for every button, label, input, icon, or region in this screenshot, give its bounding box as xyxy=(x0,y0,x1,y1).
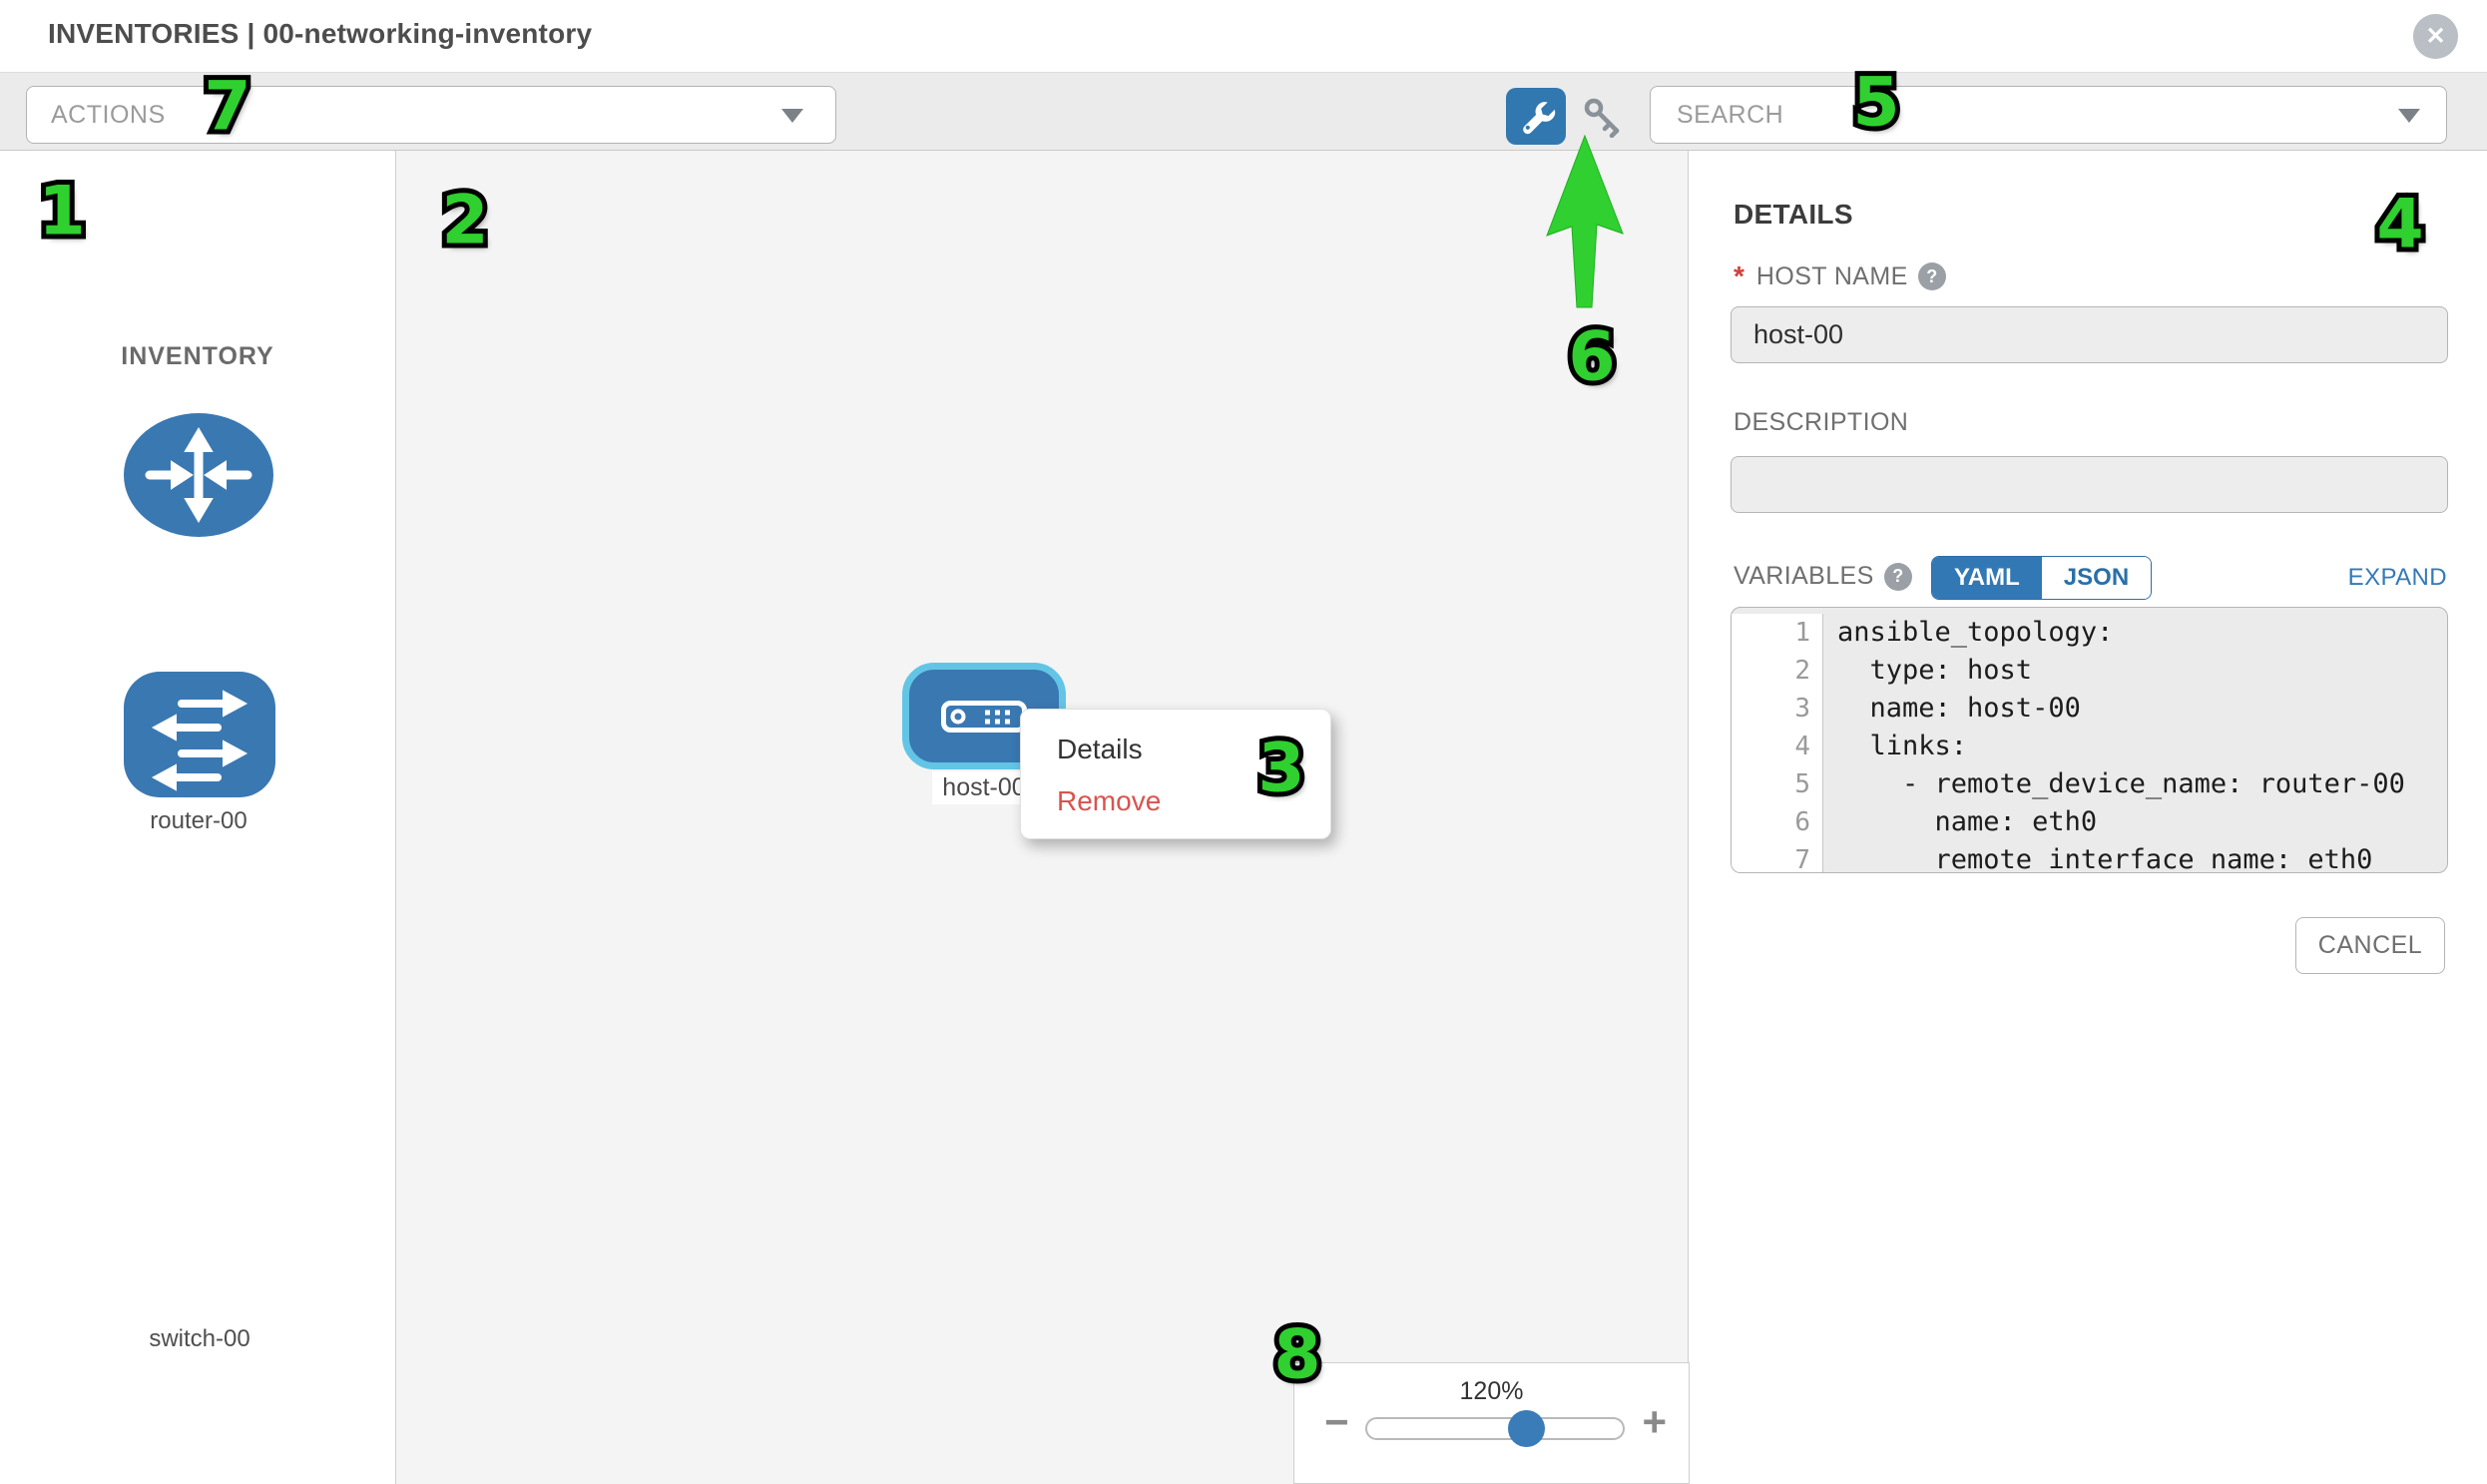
actions-dropdown[interactable]: ACTIONS xyxy=(26,86,836,144)
line-text: ansible_topology: xyxy=(1837,617,2114,648)
toggle-option-yaml[interactable]: YAML xyxy=(1932,557,2042,599)
switch-icon xyxy=(124,672,275,797)
zoom-in-button[interactable]: + xyxy=(1642,1398,1667,1445)
line-number: 6 xyxy=(1732,803,1823,841)
host-node-label: host-00 xyxy=(902,771,1066,804)
details-panel-title: DETAILS xyxy=(1734,199,1853,230)
line-text: links: xyxy=(1837,731,1968,761)
code-line: 1 ansible_topology: xyxy=(1732,614,2447,652)
code-line: 5 - remote_device_name: router-00 xyxy=(1732,765,2447,803)
page-title: INVENTORIES | 00-networking-inventory xyxy=(48,18,593,49)
chevron-down-icon xyxy=(781,109,803,123)
palette-item-switch[interactable]: switch-00 xyxy=(124,672,275,1352)
variables-label-row: VARIABLES ? xyxy=(1734,562,1912,591)
search-dropdown-label: SEARCH xyxy=(1677,100,1784,129)
key-credentials-button[interactable] xyxy=(1580,95,1626,139)
zoom-slider[interactable] xyxy=(1365,1410,1625,1447)
expand-link[interactable]: EXPAND xyxy=(2347,564,2447,591)
palette-item-label: switch-00 xyxy=(149,1325,250,1352)
line-number: 3 xyxy=(1732,690,1823,728)
code-line: 2 type: host xyxy=(1732,652,2447,690)
host-name-input[interactable] xyxy=(1731,306,2448,363)
line-text: - remote_device_name: router-00 xyxy=(1837,768,2405,799)
description-input[interactable] xyxy=(1731,456,2448,513)
code-line: 3 name: host-00 xyxy=(1732,690,2447,728)
host-name-label-row: * HOST NAME ? xyxy=(1734,260,1946,292)
description-label: DESCRIPTION xyxy=(1734,408,1909,436)
server-icon xyxy=(941,700,1027,733)
header-bar: INVENTORIES | 00-networking-inventory ✕ xyxy=(0,0,2487,72)
details-panel: DETAILS * HOST NAME ? DESCRIPTION VARIAB… xyxy=(1690,151,2487,1484)
line-text: name: eth0 xyxy=(1837,806,2098,837)
code-line: 4 links: xyxy=(1732,728,2447,765)
line-number: 1 xyxy=(1732,614,1823,652)
help-icon[interactable]: ? xyxy=(1883,562,1912,591)
chevron-down-icon xyxy=(2398,109,2420,123)
line-number: 7 xyxy=(1732,841,1823,872)
inventory-palette-title: INVENTORY xyxy=(121,342,274,370)
toggle-option-json[interactable]: JSON xyxy=(2041,557,2152,599)
line-number: 5 xyxy=(1732,765,1823,803)
zoom-slider-handle[interactable] xyxy=(1507,1410,1545,1447)
line-number: 4 xyxy=(1732,728,1823,765)
variables-format-toggle: YAML JSON xyxy=(1931,556,2153,600)
toolbar: ACTIONS SEARCH xyxy=(0,72,2487,151)
zoom-level-value: 120% xyxy=(1459,1377,1524,1405)
code-line: 7 remote_interface_name: eth0 xyxy=(1732,841,2447,873)
search-dropdown[interactable]: SEARCH xyxy=(1650,86,2447,144)
code-line: 6 name: eth0 xyxy=(1732,803,2447,841)
router-icon xyxy=(124,413,273,537)
variables-label: VARIABLES xyxy=(1734,562,1874,590)
help-icon[interactable]: ? xyxy=(1917,262,1946,290)
actions-dropdown-label: ACTIONS xyxy=(51,100,166,129)
zoom-out-button[interactable]: − xyxy=(1324,1398,1349,1445)
zoom-control-panel: 120% − + xyxy=(1293,1362,1690,1484)
context-menu-item-remove[interactable]: Remove xyxy=(1057,785,1162,816)
configure-tools-button[interactable] xyxy=(1506,88,1566,145)
palette-item-label: router-00 xyxy=(150,807,248,834)
code-rows: 1 ansible_topology: 2 type: host 3 name:… xyxy=(1732,608,2447,873)
host-name-label: HOST NAME xyxy=(1755,261,1908,290)
line-text: type: host xyxy=(1837,655,2033,686)
line-text: remote_interface_name: eth0 xyxy=(1837,844,2373,873)
wrench-icon xyxy=(1523,101,1556,134)
close-icon: ✕ xyxy=(2425,23,2446,50)
required-marker: * xyxy=(1734,260,1744,291)
cancel-button[interactable]: CANCEL xyxy=(2295,917,2445,974)
variables-code-editor[interactable]: 1 ansible_topology: 2 type: host 3 name:… xyxy=(1731,607,2448,873)
node-context-menu: Details Remove xyxy=(1020,709,1331,839)
description-label-row: DESCRIPTION xyxy=(1734,408,1908,437)
line-text: name: host-00 xyxy=(1837,693,2081,724)
line-number: 2 xyxy=(1732,652,1823,690)
palette-item-router[interactable]: router-00 xyxy=(124,413,273,834)
inventory-palette-sidebar: INVENTORY router-00 xyxy=(0,151,396,1484)
context-menu-item-details[interactable]: Details xyxy=(1057,734,1143,764)
key-icon xyxy=(1584,98,1620,138)
close-button[interactable]: ✕ xyxy=(2413,14,2458,59)
